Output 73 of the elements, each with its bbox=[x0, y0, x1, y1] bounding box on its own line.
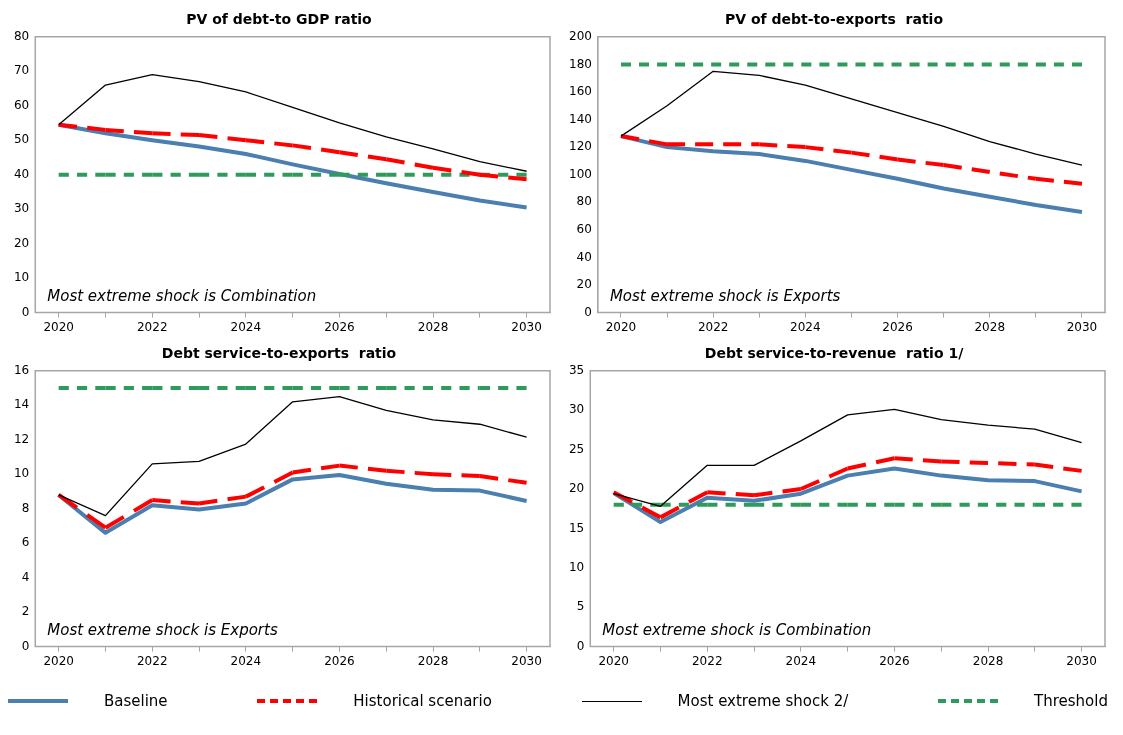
x-tick-label: 2020 bbox=[598, 653, 629, 668]
x-tick-label: 2026 bbox=[882, 319, 913, 334]
y-tick-label: 2 bbox=[21, 604, 30, 619]
y-tick-label: 5 bbox=[576, 599, 585, 614]
y-tick-label: 80 bbox=[13, 28, 30, 43]
y-tick-label: 30 bbox=[568, 402, 585, 417]
x-tick-label: 2030 bbox=[1066, 319, 1098, 334]
x-tick-label: 2024 bbox=[230, 319, 262, 334]
y-tick-label: 25 bbox=[568, 441, 585, 456]
y-tick-label: 20 bbox=[568, 481, 585, 496]
y-tick-label: 0 bbox=[576, 638, 585, 653]
chart-title: Debt service-to-exports ratio bbox=[161, 345, 397, 362]
x-tick-label: 2026 bbox=[879, 653, 910, 668]
legend-label: Historical scenario bbox=[353, 692, 492, 710]
annotation: Most extreme shock is Exports bbox=[609, 286, 841, 305]
x-tick-label: 2024 bbox=[785, 653, 817, 668]
y-tick-label: 20 bbox=[13, 235, 30, 250]
x-tick-label: 2026 bbox=[324, 319, 355, 334]
y-tick-label: 10 bbox=[13, 466, 30, 481]
y-tick-label: 60 bbox=[576, 221, 592, 236]
y-tick-label: 0 bbox=[21, 304, 30, 319]
y-tick-label: 0 bbox=[21, 638, 30, 653]
y-tick-label: 160 bbox=[569, 84, 592, 99]
x-tick-label: 2024 bbox=[790, 319, 821, 334]
x-tick-label: 2028 bbox=[417, 319, 449, 334]
chart-title: PV of debt-to-exports ratio bbox=[724, 11, 944, 28]
annotation: Most extreme shock is Combination bbox=[602, 620, 872, 639]
y-tick-label: 200 bbox=[569, 28, 592, 43]
chart-title: PV of debt-to GDP ratio bbox=[186, 11, 373, 28]
x-tick-label: 2026 bbox=[324, 653, 355, 668]
y-tick-label: 80 bbox=[576, 194, 592, 209]
x-tick-label: 2022 bbox=[697, 319, 729, 334]
y-tick-label: 10 bbox=[13, 270, 30, 285]
y-tick-label: 14 bbox=[13, 397, 30, 412]
y-tick-label: 0 bbox=[584, 304, 592, 319]
y-tick-label: 120 bbox=[569, 139, 592, 154]
y-tick-label: 180 bbox=[569, 56, 592, 71]
annotation: Most extreme shock is Combination bbox=[47, 286, 317, 305]
y-tick-label: 15 bbox=[568, 520, 585, 535]
x-tick-label: 2020 bbox=[605, 319, 637, 334]
x-tick-label: 2028 bbox=[974, 319, 1006, 334]
x-tick-label: 2028 bbox=[972, 653, 1004, 668]
x-tick-label: 2030 bbox=[511, 319, 542, 334]
annotation: Most extreme shock is Exports bbox=[47, 620, 278, 639]
y-tick-label: 8 bbox=[21, 500, 30, 515]
x-tick-label: 2028 bbox=[417, 653, 449, 668]
x-tick-label: 2024 bbox=[230, 653, 262, 668]
y-tick-label: 60 bbox=[13, 97, 30, 112]
y-tick-label: 6 bbox=[21, 535, 30, 550]
y-tick-label: 40 bbox=[13, 166, 30, 181]
y-tick-label: 40 bbox=[576, 249, 592, 264]
x-tick-label: 2022 bbox=[136, 319, 168, 334]
x-tick-label: 2020 bbox=[43, 653, 74, 668]
y-tick-label: 50 bbox=[13, 132, 30, 147]
x-tick-label: 2030 bbox=[511, 653, 542, 668]
y-tick-label: 16 bbox=[13, 362, 30, 377]
x-tick-label: 2022 bbox=[691, 653, 723, 668]
legend-label: Threshold bbox=[1034, 692, 1108, 710]
x-tick-label: 2022 bbox=[136, 653, 168, 668]
y-tick-label: 70 bbox=[13, 63, 30, 78]
y-tick-label: 4 bbox=[21, 569, 30, 584]
x-tick-label: 2030 bbox=[1066, 653, 1097, 668]
x-tick-label: 2020 bbox=[43, 319, 74, 334]
chart-title: Debt service-to-revenue ratio 1/ bbox=[704, 345, 965, 362]
legend-label: Baseline bbox=[104, 692, 168, 710]
y-tick-label: 20 bbox=[576, 277, 592, 292]
y-tick-label: 140 bbox=[569, 111, 592, 126]
y-tick-label: 100 bbox=[569, 166, 592, 181]
y-tick-label: 12 bbox=[13, 431, 30, 446]
y-tick-label: 10 bbox=[568, 559, 585, 574]
legend-label: Most extreme shock 2/ bbox=[677, 692, 849, 710]
y-tick-label: 30 bbox=[13, 201, 30, 216]
y-tick-label: 35 bbox=[568, 362, 585, 377]
